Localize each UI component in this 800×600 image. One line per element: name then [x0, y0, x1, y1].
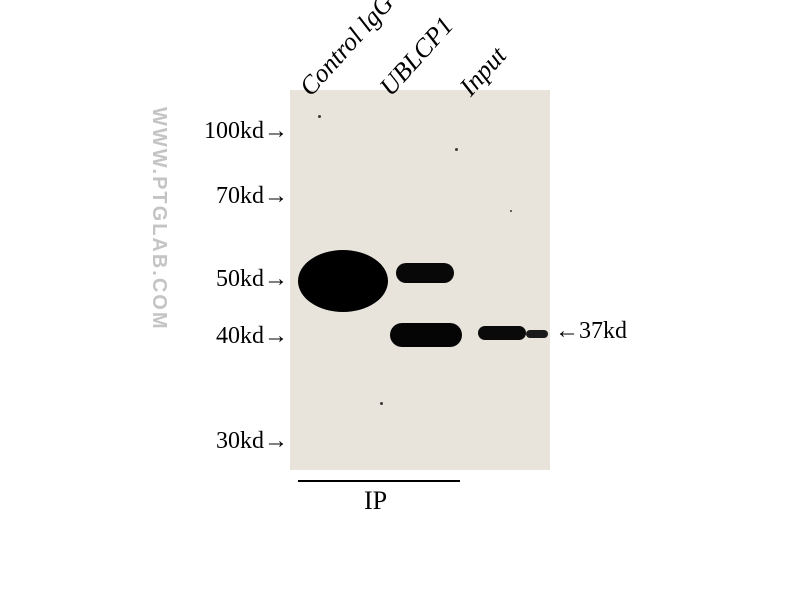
noise-speck: [380, 402, 383, 405]
arrow-right-icon: →: [264, 118, 288, 145]
mw-marker-70kd: 70kd→: [148, 183, 288, 210]
noise-speck: [510, 210, 512, 212]
mw-marker-text: 100kd: [204, 118, 264, 144]
arrow-right-icon: →: [264, 428, 288, 455]
mw-marker-text: 70kd: [216, 183, 264, 209]
mw-marker-text: 50kd: [216, 266, 264, 292]
figure-container: WWW.PTGLAB.COM Control lgG UBLCP1 Input …: [0, 0, 800, 600]
arrow-left-icon: ←: [555, 318, 579, 345]
band-ublcp1-heavy-chain: [396, 263, 454, 283]
ip-bracket-line: [298, 480, 460, 482]
arrow-right-icon: →: [264, 183, 288, 210]
band-input-target-tail: [526, 330, 548, 338]
mw-marker-40kd: 40kd→: [148, 323, 288, 350]
band-annotation-37kd: ←37kd: [555, 318, 627, 345]
band-ublcp1-target: [390, 323, 462, 347]
mw-marker-text: 40kd: [216, 323, 264, 349]
arrow-right-icon: →: [264, 323, 288, 350]
band-annotation-text: 37kd: [579, 318, 627, 344]
ip-label: IP: [364, 486, 387, 516]
band-control-igg-heavy-chain: [298, 250, 388, 312]
band-input-target: [478, 326, 526, 340]
mw-marker-50kd: 50kd→: [148, 266, 288, 293]
mw-marker-text: 30kd: [216, 428, 264, 454]
arrow-right-icon: →: [264, 266, 288, 293]
noise-speck: [318, 115, 321, 118]
lane-label-ublcp1: UBLCP1: [374, 11, 460, 102]
noise-speck: [455, 148, 458, 151]
mw-marker-100kd: 100kd→: [148, 118, 288, 145]
mw-marker-30kd: 30kd→: [148, 428, 288, 455]
